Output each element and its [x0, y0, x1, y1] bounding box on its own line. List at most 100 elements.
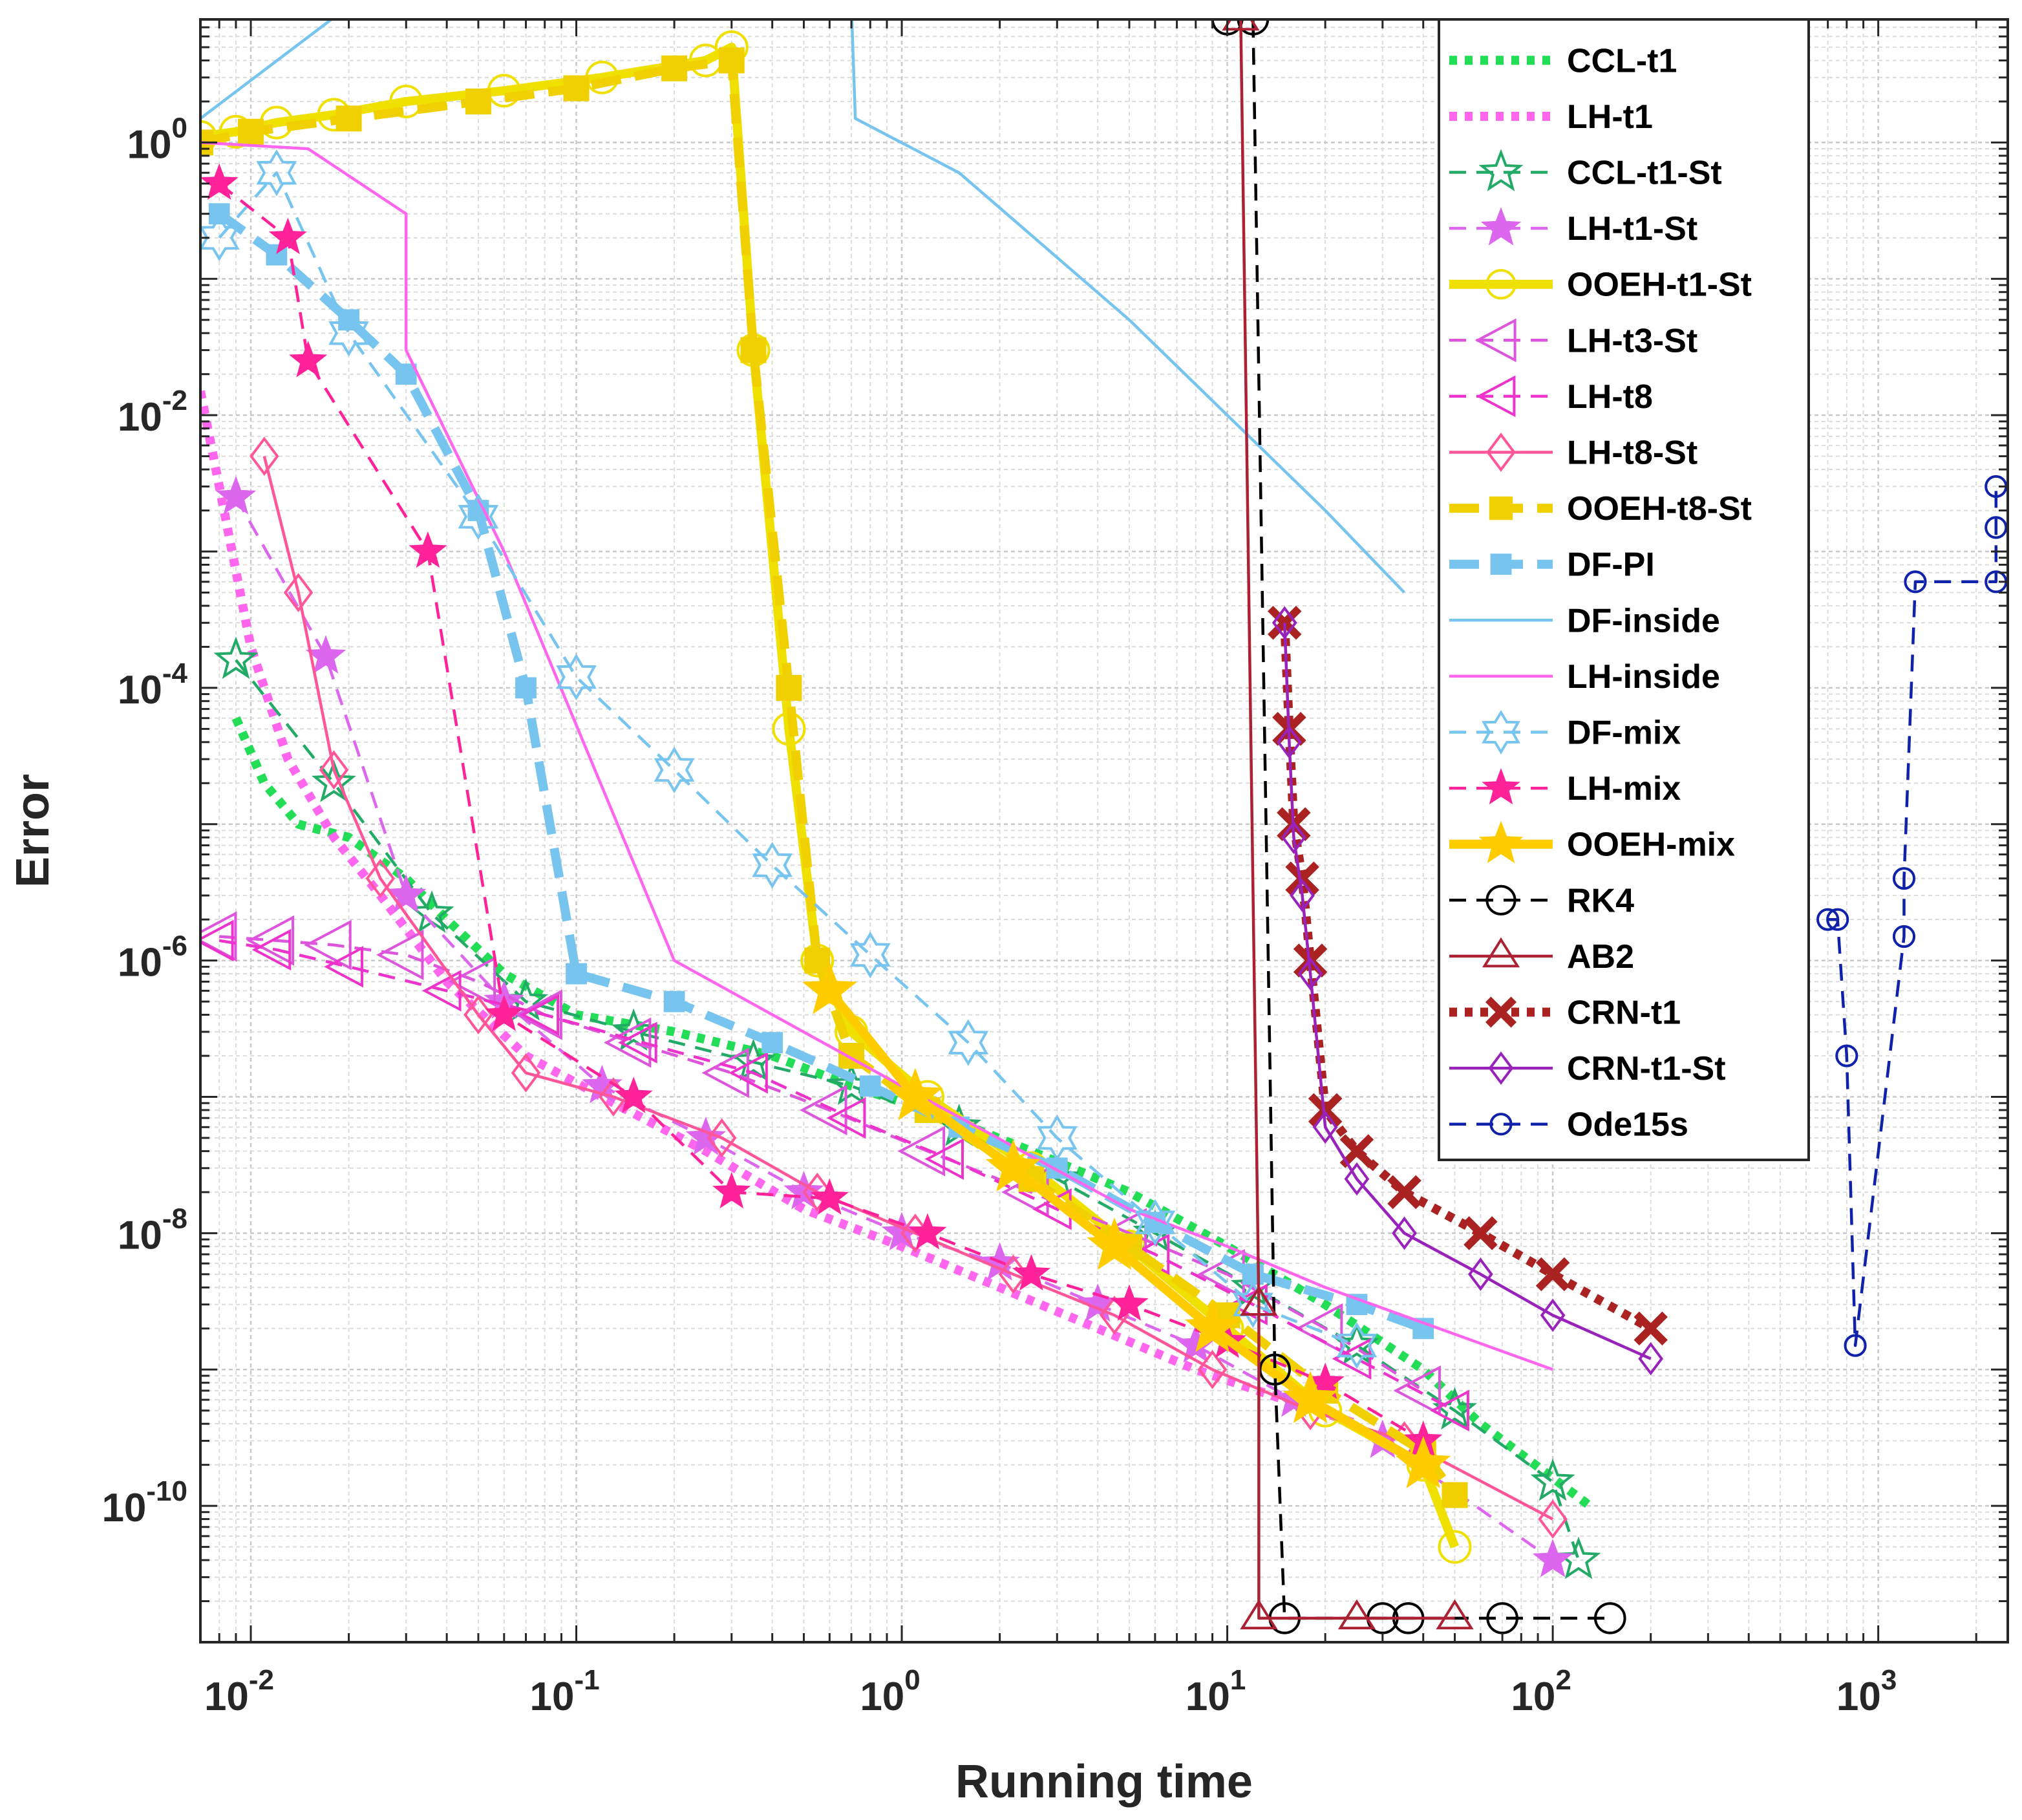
diamond-marker	[707, 1118, 737, 1158]
series-df-mix	[200, 149, 1378, 1369]
legend-label: LH-t3-St	[1567, 322, 1697, 359]
square-marker	[838, 1043, 865, 1069]
series-line	[1282, 623, 1652, 1360]
square-marker	[515, 677, 537, 699]
legend-entry: LH-t3-St	[1449, 318, 1697, 363]
circle-marker	[1892, 925, 1916, 948]
hexagram-marker	[256, 149, 297, 197]
series-df-inside	[200, 19, 1406, 594]
pentagram-marker	[268, 217, 307, 255]
series-line	[218, 171, 1357, 1347]
square-marker	[776, 674, 802, 701]
pentagram-marker	[888, 1067, 943, 1120]
x-marker	[1634, 1311, 1668, 1346]
legend-entry: AB2	[1449, 937, 1634, 976]
pentagram-marker	[783, 1171, 824, 1210]
y-tick-label: 10-6	[118, 930, 187, 985]
hexagram-marker	[849, 931, 891, 979]
diamond-marker	[319, 750, 349, 790]
y-axis-label: Error	[7, 774, 59, 888]
square-marker	[761, 1032, 783, 1054]
pentagram-marker	[1480, 207, 1522, 246]
square-marker	[1489, 496, 1513, 520]
series-line	[1280, 622, 1654, 1333]
square-marker	[566, 963, 587, 985]
diamond-marker	[511, 1053, 541, 1093]
diamond-marker	[250, 436, 279, 476]
series-ccl-t1	[231, 716, 1593, 1510]
triangle-left-marker	[729, 1052, 768, 1094]
hexagram-marker	[948, 1019, 989, 1066]
legend-label: CCL-t1	[1567, 42, 1677, 80]
circle-marker	[1904, 570, 1927, 594]
pentagram-marker	[312, 760, 356, 802]
pentagram-marker	[802, 961, 857, 1014]
x-marker	[1387, 1175, 1421, 1210]
circle-marker	[1593, 1602, 1626, 1634]
legend-label: LH-inside	[1567, 658, 1720, 696]
hexagram-marker	[654, 746, 695, 794]
legend-label: CCL-t1-St	[1567, 155, 1722, 192]
circle-marker	[1486, 1602, 1518, 1634]
legend-entry: LH-t8-St	[1449, 433, 1697, 472]
square-marker	[1412, 1318, 1434, 1340]
diamond-marker	[802, 1172, 833, 1212]
series-line	[218, 939, 1456, 1412]
legend-entry: CRN-t1	[1449, 994, 1681, 1032]
x-marker	[1463, 1216, 1498, 1250]
hexagram-marker	[556, 654, 597, 701]
triangle-up-marker	[1240, 1285, 1278, 1316]
x-marker	[1285, 861, 1319, 895]
circle-marker	[1826, 908, 1849, 931]
legend-label: LH-t1	[1567, 98, 1653, 136]
triangle-left-marker	[251, 928, 292, 971]
pentagram-marker	[1530, 1458, 1575, 1501]
series-group	[200, 19, 2008, 1634]
square-marker	[395, 363, 417, 385]
pentagram-marker	[386, 874, 427, 913]
series-lh-inside	[200, 141, 1553, 1371]
x-tick-label: 10-1	[529, 1664, 599, 1719]
x-marker	[1535, 1257, 1570, 1292]
series-crn-t1-st	[1272, 606, 1664, 1376]
series-line	[200, 141, 1553, 1371]
hexagram-marker	[328, 310, 369, 357]
square-marker	[1442, 1482, 1468, 1508]
series-ooeh-mix	[802, 961, 1451, 1488]
legend-label: OOEH-t8-St	[1567, 490, 1752, 528]
legend-label: Ode15s	[1567, 1106, 1688, 1144]
pentagram-marker	[1087, 1217, 1142, 1270]
legend-label: CRN-t1	[1567, 994, 1681, 1032]
square-marker	[1490, 553, 1512, 575]
legend-entry: DF-PI	[1449, 546, 1655, 584]
diamond-marker	[1538, 1499, 1568, 1539]
y-tick-label: 10-10	[101, 1475, 187, 1530]
pentagram-marker	[1482, 767, 1520, 805]
hexagram-marker	[458, 493, 499, 541]
triangle-left-marker	[618, 1022, 657, 1064]
legend-entry: Ode15s	[1449, 1106, 1688, 1144]
triangle-left-marker	[924, 1138, 964, 1180]
triangle-left-marker	[1474, 318, 1517, 363]
triangle-left-marker	[1393, 1365, 1441, 1416]
series-line	[262, 456, 1554, 1521]
square-marker	[718, 47, 745, 74]
diamond-marker	[1281, 820, 1306, 855]
diamond-marker	[1488, 1051, 1514, 1085]
triangle-up-marker	[1482, 937, 1520, 968]
series-line	[200, 19, 1406, 594]
legend-entry: DF-mix	[1449, 710, 1681, 755]
diamond-marker	[1312, 1110, 1338, 1144]
y-tick-label: 10-4	[118, 658, 188, 712]
legend-entry: LH-t8	[1449, 375, 1653, 418]
diamond-marker	[1272, 606, 1297, 640]
legend-entry: LH-t1	[1449, 98, 1653, 136]
pentagram-marker	[1110, 1284, 1149, 1321]
y-tick-label: 10-8	[118, 1203, 187, 1258]
series-line	[217, 210, 1425, 1333]
x-tick-label: 100	[860, 1664, 920, 1719]
circle-marker	[1489, 1113, 1513, 1136]
circle-marker	[1237, 19, 1270, 36]
pentagram-marker	[1478, 820, 1524, 864]
x-marker	[1308, 1093, 1343, 1128]
